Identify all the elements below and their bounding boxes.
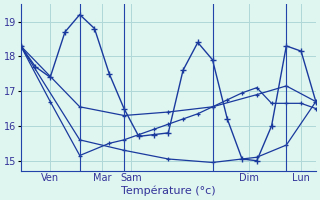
X-axis label: Température (°c): Température (°c)	[121, 185, 216, 196]
